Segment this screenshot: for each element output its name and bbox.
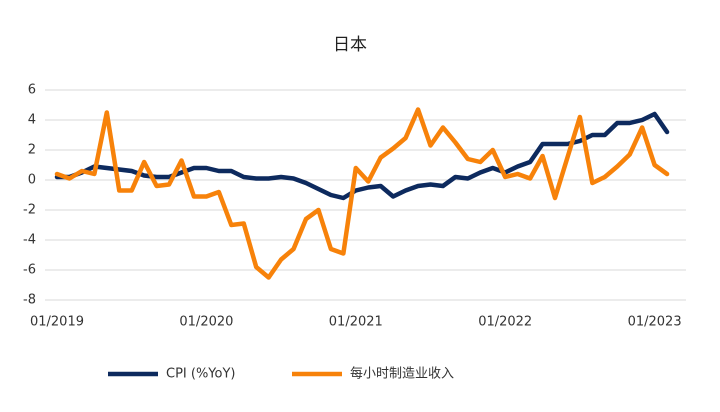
legend-label: CPI (%YoY) xyxy=(166,367,236,382)
y-tick-label: 2 xyxy=(28,143,36,158)
y-tick-label: -4 xyxy=(23,233,36,248)
legend-label: 每小时制造业收入 xyxy=(350,366,454,382)
chart-title: 日本 xyxy=(333,35,367,55)
y-tick-label: -8 xyxy=(23,293,36,308)
x-tick-label: 01/2021 xyxy=(329,315,383,330)
y-tick-label: -6 xyxy=(23,263,36,278)
y-tick-label: 4 xyxy=(28,113,36,128)
x-tick-label: 01/2019 xyxy=(30,315,84,330)
y-tick-label: 0 xyxy=(28,173,36,188)
x-tick-label: 01/2022 xyxy=(478,315,532,330)
y-tick-label: 6 xyxy=(28,83,36,98)
x-tick-label: 01/2023 xyxy=(628,315,682,330)
series-line xyxy=(54,111,670,201)
y-tick-label: -2 xyxy=(23,203,36,218)
series-line xyxy=(54,107,670,280)
x-tick-label: 01/2020 xyxy=(179,315,233,330)
